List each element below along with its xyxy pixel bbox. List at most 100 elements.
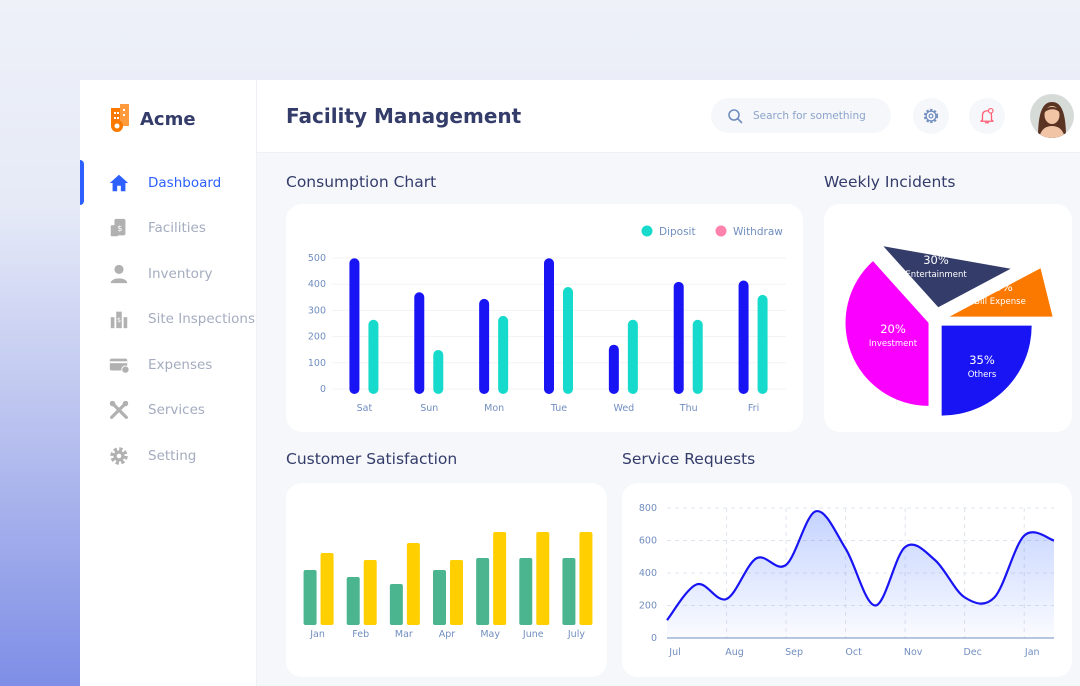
sidebar-nav: Dashboard $ Facilities Inventory $ Site … bbox=[80, 160, 256, 479]
x-tick-label: Sun bbox=[420, 403, 438, 414]
bar-this-month-mar bbox=[406, 543, 420, 625]
sidebar-item-label: Inventory bbox=[148, 265, 213, 282]
bar-this-month-july bbox=[579, 532, 593, 625]
brand[interactable]: Acme bbox=[108, 102, 196, 136]
bar-last-month-may bbox=[476, 558, 490, 625]
legend-label: Withdraw bbox=[733, 226, 783, 238]
x-tick-label: Jan bbox=[1024, 647, 1040, 658]
facilities-icon: $ bbox=[110, 219, 126, 237]
service-requests-title: Service Requests bbox=[622, 450, 756, 468]
gear-icon bbox=[923, 108, 939, 124]
weekly-incidents-card: 30% Entertainment 15% Bill Expense 35% Others… bbox=[824, 204, 1072, 432]
gear-icon bbox=[110, 447, 128, 465]
x-tick-label: Tue bbox=[550, 403, 567, 414]
sidebar-item-services[interactable]: Services bbox=[80, 388, 256, 434]
search-icon bbox=[728, 108, 743, 123]
inspections-icon: $ bbox=[110, 311, 128, 329]
x-tick-label: May bbox=[480, 629, 500, 640]
weekly-incidents-chart: 30% Entertainment 15% Bill Expense 35% Others… bbox=[845, 246, 1053, 416]
x-tick-label: July bbox=[567, 629, 585, 640]
notifications-button[interactable] bbox=[969, 98, 1005, 134]
settings-button[interactable] bbox=[913, 98, 949, 134]
bar-last-month-jan bbox=[303, 570, 317, 625]
page-title: Facility Management bbox=[286, 104, 522, 128]
pie-slice-percent: 30% bbox=[923, 253, 949, 267]
legend-label: Diposit bbox=[659, 226, 696, 238]
bar-this-month-june bbox=[536, 532, 550, 625]
consumption-chart-card: 0 100 200 300 400 500 Sat Sun Mon Tue Wed Thu Fri Dip… bbox=[286, 204, 803, 432]
user-avatar[interactable] bbox=[1030, 94, 1074, 138]
sidebar: Acme Dashboard $ Facilities Inventory $ … bbox=[80, 80, 257, 686]
service-requests-chart: 0 200 400 600 800 Jul Aug Sep Oct Nov Dec Jan bbox=[639, 503, 1055, 658]
svg-text:$: $ bbox=[117, 223, 122, 233]
y-tick-label: 500 bbox=[308, 253, 326, 264]
header: Facility Management bbox=[257, 80, 1080, 153]
x-tick-label: Dec bbox=[963, 647, 981, 658]
y-tick-label: 400 bbox=[308, 279, 326, 290]
x-tick-label: Thu bbox=[679, 403, 698, 414]
y-tick-label: 300 bbox=[308, 305, 326, 316]
sidebar-item-inventory[interactable]: Inventory bbox=[80, 251, 256, 297]
consumption-chart: 0 100 200 300 400 500 Sat Sun Mon Tue Wed Thu Fri Dip… bbox=[308, 225, 786, 414]
y-tick-label: 200 bbox=[639, 601, 657, 612]
series-line bbox=[666, 510, 1055, 621]
x-tick-label: Aug bbox=[725, 647, 744, 658]
bar-this-month-may bbox=[493, 532, 507, 625]
bar-last-month-mar bbox=[389, 584, 403, 625]
x-tick-label: Oct bbox=[845, 647, 862, 658]
sidebar-item-label: Setting bbox=[148, 447, 197, 464]
bar-last-month-feb bbox=[346, 577, 360, 625]
pie-slice-investment bbox=[845, 261, 929, 406]
pie-slice-percent: 35% bbox=[969, 353, 995, 367]
legend-swatch bbox=[715, 225, 727, 237]
sidebar-item-site-inspections[interactable]: $ Site Inspections bbox=[80, 297, 256, 343]
service-requests-card: 0 200 400 600 800 Jul Aug Sep Oct Nov Dec Jan bbox=[622, 483, 1072, 677]
sidebar-item-label: Dashboard bbox=[148, 174, 222, 191]
pie-slice-others bbox=[941, 325, 1032, 416]
y-tick-label: 200 bbox=[308, 332, 326, 343]
customer-satisfaction-chart: Jan Feb Mar Apr May June July bbox=[303, 532, 593, 640]
bar-last-month-july bbox=[562, 558, 576, 625]
pie-slice-bill-expense bbox=[949, 268, 1053, 317]
y-tick-label: 100 bbox=[308, 358, 326, 369]
area-fill bbox=[667, 511, 1054, 638]
customer-satisfaction-title: Customer Satisfaction bbox=[286, 450, 458, 468]
y-tick-label: 0 bbox=[651, 633, 657, 644]
x-tick-label: Apr bbox=[439, 629, 456, 640]
bar-this-month-apr bbox=[450, 560, 463, 625]
sidebar-item-label: Expenses bbox=[148, 356, 213, 373]
x-tick-label: Mon bbox=[484, 403, 504, 414]
x-tick-label: Sat bbox=[357, 403, 373, 414]
sidebar-item-label: Facilities bbox=[148, 220, 206, 237]
bar-last-month-apr bbox=[433, 570, 446, 625]
sidebar-item-expenses[interactable]: Expenses bbox=[80, 342, 256, 388]
user-icon bbox=[110, 264, 128, 283]
sidebar-item-facilities[interactable]: $ Facilities bbox=[80, 206, 256, 252]
credit-card-icon bbox=[109, 358, 130, 374]
bar-last-month-june bbox=[519, 558, 533, 625]
x-tick-label: Mar bbox=[395, 629, 413, 640]
x-tick-label: Jan bbox=[309, 629, 325, 640]
sidebar-item-label: Site Inspections bbox=[148, 311, 255, 328]
search-bar[interactable] bbox=[711, 98, 891, 133]
customer-satisfaction-card: Jan Feb Mar Apr May June July bbox=[286, 483, 607, 677]
sidebar-item-label: Services bbox=[148, 402, 205, 419]
pie-slice-label: Investment bbox=[869, 339, 918, 349]
x-tick-label: Nov bbox=[904, 647, 923, 658]
consumption-chart-title: Consumption Chart bbox=[286, 173, 437, 191]
building-logo-icon bbox=[108, 102, 132, 136]
tools-icon bbox=[109, 401, 129, 420]
y-tick-label: 800 bbox=[639, 503, 657, 514]
x-tick-label: Jul bbox=[668, 647, 680, 658]
legend-swatch bbox=[641, 225, 653, 237]
x-tick-label: June bbox=[522, 629, 544, 640]
y-tick-label: 600 bbox=[639, 536, 657, 547]
search-input[interactable] bbox=[751, 108, 885, 123]
x-tick-label: Feb bbox=[352, 629, 369, 640]
pie-slice-entertainment bbox=[883, 246, 1011, 308]
pie-slice-label: Entertainment bbox=[905, 270, 967, 280]
sidebar-item-setting[interactable]: Setting bbox=[80, 433, 256, 479]
weekly-incidents-title: Weekly Incidents bbox=[824, 173, 956, 191]
x-tick-label: Fri bbox=[748, 403, 759, 414]
sidebar-item-dashboard[interactable]: Dashboard bbox=[80, 160, 256, 206]
